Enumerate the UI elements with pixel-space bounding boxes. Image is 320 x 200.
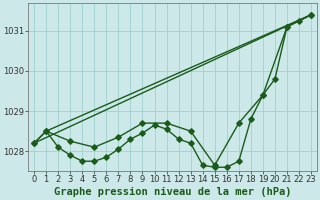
X-axis label: Graphe pression niveau de la mer (hPa): Graphe pression niveau de la mer (hPa) — [54, 187, 291, 197]
